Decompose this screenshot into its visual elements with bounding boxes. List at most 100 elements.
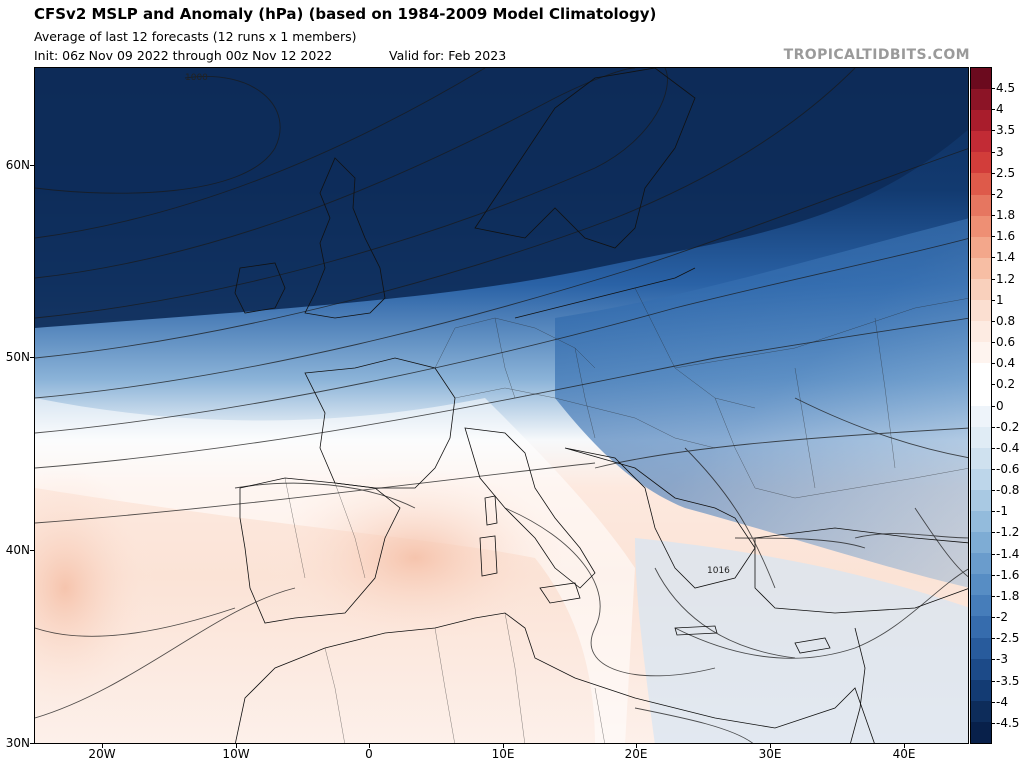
- colorbar-tick: [992, 320, 995, 322]
- colorbar-label: 2.5: [996, 165, 1016, 180]
- colorbar-swatch: [971, 700, 991, 722]
- low-anomaly-north: [35, 68, 968, 328]
- colorbar-label: -4.5: [996, 715, 1020, 730]
- colorbar-label: -1: [996, 504, 1008, 519]
- scandinavia-outline: [474, 68, 696, 249]
- colorbar-label: 0.6: [996, 335, 1016, 350]
- lat-label-60n: 60N: [5, 158, 30, 172]
- colorbar-tick: [992, 151, 995, 153]
- colorbar-label: -0.2: [996, 419, 1020, 434]
- colorbar-label: -1.8: [996, 588, 1020, 603]
- corsica-outline: [484, 495, 498, 526]
- colorbar-swatch: [971, 721, 991, 743]
- colorbar-swatch: [971, 300, 991, 322]
- colorbar-swatch: [971, 447, 991, 469]
- colorbar-swatch: [971, 489, 991, 511]
- colorbar-swatch: [971, 510, 991, 533]
- colorbar-swatch: [971, 574, 991, 596]
- colorbar-swatch: [971, 236, 991, 258]
- colorbar-tick: [992, 511, 995, 513]
- colorbar-swatch: [971, 173, 991, 195]
- colorbar-label: -3: [996, 652, 1008, 667]
- colorbar-label: 2: [996, 186, 1004, 201]
- colorbar-tick: [992, 215, 995, 217]
- colorbar-swatch: [971, 131, 991, 153]
- colorbar-tick: [992, 468, 995, 470]
- lon-label-40e: 40E: [892, 747, 916, 761]
- lat-tick: [30, 357, 34, 358]
- colorbar-label: -1.2: [996, 525, 1020, 540]
- colorbar-tick: [992, 405, 995, 407]
- colorbar-tick: [992, 490, 995, 492]
- colorbar-label: 1.4: [996, 250, 1016, 265]
- colorbar-tick: [992, 638, 995, 640]
- init-time: Init: 06z Nov 09 2022 through 00z Nov 12…: [34, 48, 333, 63]
- colorbar-label: -0.6: [996, 461, 1020, 476]
- cyprus-outline: [794, 637, 831, 654]
- colorbar-label: 3.5: [996, 123, 1016, 138]
- chart-title: CFSv2 MSLP and Anomaly (hPa) (based on 1…: [34, 5, 657, 23]
- colorbar-swatch: [971, 342, 991, 364]
- colorbar-tick: [992, 532, 995, 534]
- lon-label-0: 0: [365, 747, 373, 761]
- italy-outline: [464, 427, 596, 589]
- valid-time: Valid for: Feb 2023: [389, 48, 507, 63]
- lon-tick: [102, 744, 103, 748]
- colorbar-swatch: [971, 68, 991, 90]
- colorbar-label: 0: [996, 398, 1004, 413]
- colorbar-swatch: [971, 278, 991, 301]
- colorbar-label: -2: [996, 610, 1008, 625]
- colorbar-label: 3: [996, 144, 1004, 159]
- colorbar-label: 1.6: [996, 229, 1016, 244]
- colorbar-tick: [992, 172, 995, 174]
- colorbar-swatch: [971, 405, 991, 427]
- admin-borders: [284, 287, 968, 743]
- low-anomaly-east: [555, 218, 968, 588]
- colorbar-tick: [992, 363, 995, 365]
- isobar-label-1016: 1016: [707, 566, 730, 576]
- colorbar-swatch: [971, 595, 991, 617]
- lat-tick: [30, 743, 34, 744]
- weak-anomaly-southeast: [635, 538, 968, 743]
- turkey-outline: [754, 527, 968, 614]
- lat-tick: [30, 550, 34, 551]
- ireland-outline: [234, 262, 286, 314]
- colorbar-tick: [992, 617, 995, 619]
- lon-label-10w: 10W: [222, 747, 250, 761]
- chart-subtitle: Average of last 12 forecasts (12 runs x …: [34, 29, 357, 44]
- colorbar-swatch: [971, 194, 991, 216]
- colorbar-label: -0.4: [996, 440, 1020, 455]
- crete-outline: [674, 625, 718, 636]
- lon-tick: [236, 744, 237, 748]
- colorbar-label: -1.6: [996, 567, 1020, 582]
- colorbar-swatch: [971, 532, 991, 554]
- colorbar-tick: [992, 130, 995, 132]
- brand-watermark: TROPICALTIDBITS.COM: [783, 47, 970, 63]
- colorbar-swatch: [971, 468, 991, 490]
- lon-label-20w: 20W: [88, 747, 116, 761]
- colorbar-tick: [992, 574, 995, 576]
- france-outline: [304, 357, 456, 489]
- lon-tick: [904, 744, 905, 748]
- colorbar-tick: [992, 278, 995, 280]
- colorbar-tick: [992, 299, 995, 301]
- colorbar-swatch: [971, 616, 991, 638]
- colorbar-tick: [992, 257, 995, 259]
- colorbar-swatch: [971, 426, 991, 448]
- colorbar-label: 0.2: [996, 377, 1016, 392]
- sardinia-outline: [479, 535, 498, 577]
- baltic-coast: [514, 267, 696, 319]
- colorbar-label: -1.4: [996, 546, 1020, 561]
- colorbar-tick: [992, 722, 995, 724]
- colorbar-swatch: [971, 384, 991, 406]
- lon-tick: [369, 744, 370, 748]
- lon-tick: [770, 744, 771, 748]
- colorbar-label: -3.5: [996, 673, 1020, 688]
- colorbar-tick: [992, 701, 995, 703]
- colorbar-label: 4.5: [996, 81, 1016, 96]
- lon-label-10e: 10E: [491, 747, 515, 761]
- colorbar-label: 4: [996, 102, 1004, 117]
- colorbar-swatch: [971, 363, 991, 385]
- map-panel: 1000 1016: [34, 67, 969, 744]
- colorbar-swatch: [971, 658, 991, 680]
